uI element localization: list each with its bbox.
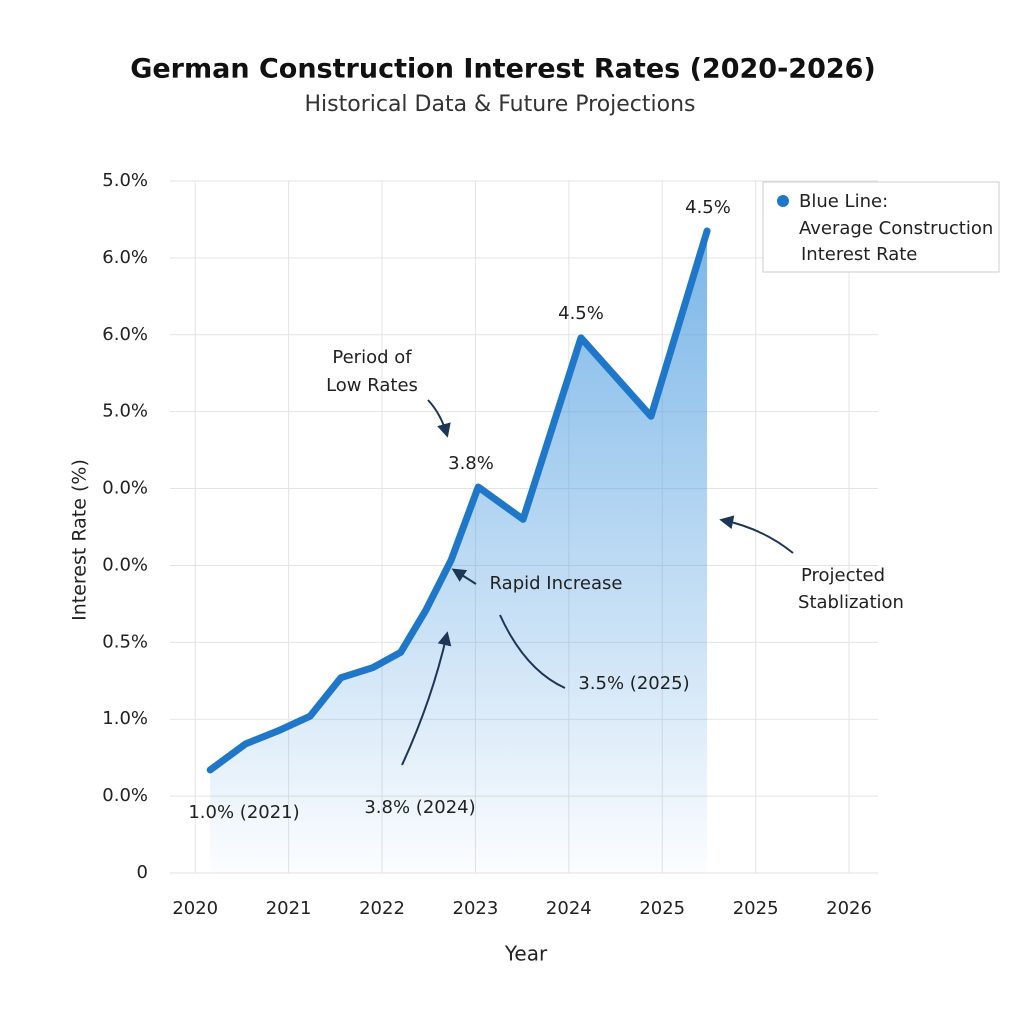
legend-marker bbox=[777, 195, 789, 207]
x-tick-label: 2026 bbox=[826, 898, 872, 919]
x-axis-title: Year bbox=[504, 942, 548, 966]
arrow bbox=[401, 631, 452, 766]
arrow bbox=[451, 568, 477, 585]
annotations: Period of Low Rates Rapid Increase 3.5% (20… bbox=[188, 197, 904, 823]
annotation-arrows bbox=[401, 399, 794, 766]
line bbox=[206, 227, 711, 774]
annotation: 3.5% (2025) bbox=[578, 673, 689, 694]
chart-subtitle: Historical Data & Future Projections bbox=[304, 92, 695, 117]
annotation: Period of bbox=[332, 347, 412, 368]
y-tick-label: 6.0% bbox=[102, 247, 148, 268]
x-tick-label: 2025 bbox=[733, 898, 779, 919]
arrow bbox=[499, 614, 566, 689]
legend-label: Interest Rate bbox=[801, 244, 917, 265]
legend-box bbox=[762, 181, 1000, 273]
y-tick-label: 0 bbox=[137, 862, 148, 883]
annotation: 3.8% bbox=[448, 453, 494, 474]
x-tick-label: 2020 bbox=[172, 898, 218, 919]
y-tick-label: 5.0% bbox=[102, 401, 148, 422]
y-tick-label: 1.0% bbox=[102, 708, 148, 729]
annotation: Projected bbox=[801, 565, 885, 586]
annotation: 4.5% bbox=[685, 197, 731, 218]
annotation: Stablization bbox=[798, 592, 904, 613]
x-tick-label: 2024 bbox=[546, 898, 592, 919]
arrow bbox=[427, 399, 451, 438]
legend-label: Average Construction bbox=[799, 218, 993, 239]
grid: 0 0.0% 1.0% 0.5% 0.0% 0.0% 5.0% 6.0% 6.0% 5.0% 202… bbox=[102, 170, 878, 919]
x-tick-label: 2023 bbox=[453, 898, 499, 919]
y-tick-label: 0.5% bbox=[102, 631, 148, 652]
y-tick-label: 0.0% bbox=[102, 785, 148, 806]
y-tick-label: 0.0% bbox=[102, 554, 148, 575]
legend-label: Blue Line: bbox=[799, 191, 888, 212]
annotation: Rapid Increase bbox=[490, 573, 623, 594]
annotation: 3.8% (2024) bbox=[364, 797, 475, 818]
y-tick-label: 5.0% bbox=[102, 170, 148, 191]
plot bbox=[206, 227, 711, 873]
annotation: Low Rates bbox=[326, 375, 418, 396]
y-axis-title: Interest Rate (%) bbox=[69, 459, 91, 621]
y-tick-label: 0.0% bbox=[102, 478, 148, 499]
chart-title: German Construction Interest Rates (2020… bbox=[130, 54, 876, 85]
legend: Blue Line: Average Construction Interest… bbox=[762, 181, 1000, 273]
x-tick-label: 2021 bbox=[266, 898, 312, 919]
y-tick-label: 6.0% bbox=[102, 324, 148, 345]
arrow bbox=[719, 515, 794, 554]
area bbox=[210, 230, 708, 873]
annotation: 4.5% bbox=[558, 303, 604, 324]
x-tick-label: 2022 bbox=[359, 898, 405, 919]
annotation: 1.0% (2021) bbox=[188, 802, 299, 823]
x-tick-label: 2025 bbox=[639, 898, 685, 919]
